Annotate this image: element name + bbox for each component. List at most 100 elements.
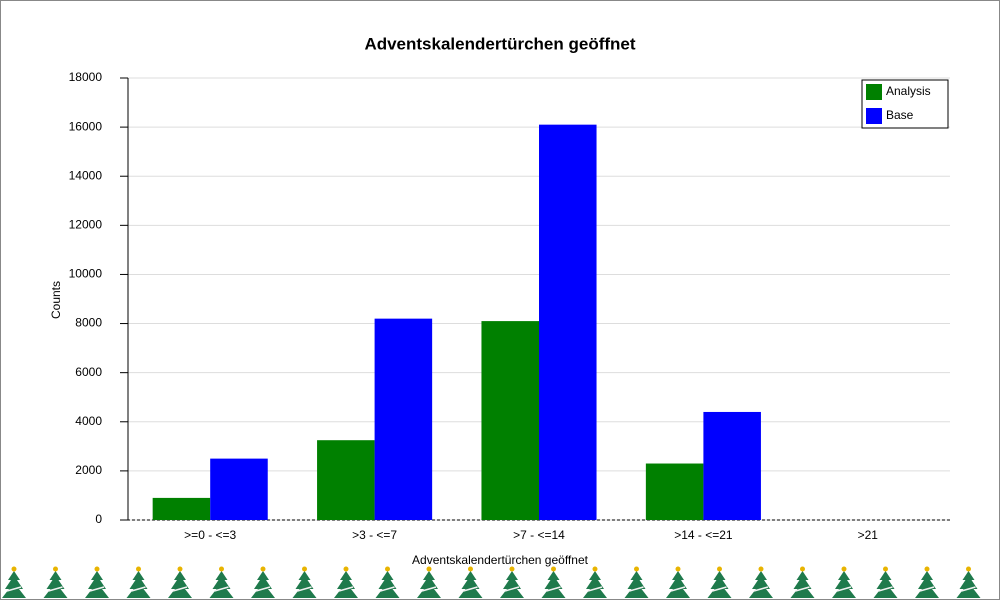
tree-star <box>758 566 764 572</box>
tree-garland <box>878 586 893 592</box>
tree-garland <box>629 586 644 592</box>
tree-garland <box>795 586 810 592</box>
legend-swatch <box>866 84 882 100</box>
tree-star <box>343 566 349 572</box>
tree-star <box>966 566 971 572</box>
tree-decoration <box>624 566 649 598</box>
tree-decoration <box>583 566 607 598</box>
bar <box>703 411 761 520</box>
x-tick-label: >21 <box>858 528 879 542</box>
y-tick-label: 8000 <box>75 316 102 330</box>
y-tick-label: 14000 <box>69 168 103 182</box>
tree-decoration <box>85 566 109 598</box>
tree-star <box>177 566 183 572</box>
legend-label: Analysis <box>886 84 931 98</box>
tree-star <box>592 566 598 572</box>
y-axis-label: Counts <box>49 281 63 319</box>
bar <box>317 440 375 520</box>
tree-decoration <box>458 566 483 598</box>
tree-garland <box>255 586 271 592</box>
tree-star <box>53 566 58 572</box>
tree-garland <box>131 586 146 592</box>
x-axis-label: Adventskalendertürchen geöffnet <box>412 553 589 567</box>
tree-star <box>800 566 805 572</box>
tree-star <box>924 566 930 572</box>
tree-garland <box>421 586 437 592</box>
tree-star <box>468 566 473 572</box>
tree-garland <box>338 586 354 592</box>
tree-garland <box>712 586 727 592</box>
tree-star <box>509 566 515 572</box>
tree-star <box>260 566 266 572</box>
tree-decoration <box>707 566 732 598</box>
tree-decoration <box>500 566 524 598</box>
y-tick-label: 0 <box>95 512 102 526</box>
chart-title: Adventskalendertürchen geöffnet <box>364 34 635 53</box>
tree-decoration <box>790 566 815 598</box>
tree-star <box>841 566 847 572</box>
tree-garland <box>961 586 976 592</box>
tree-decoration <box>417 566 441 598</box>
y-tick-label: 12000 <box>69 218 103 232</box>
tree-decoration <box>541 566 566 598</box>
tree-star <box>883 566 888 572</box>
tree-decoration <box>209 566 234 598</box>
bar <box>645 463 704 520</box>
legend-swatch <box>866 108 882 124</box>
tree-star <box>426 566 432 572</box>
tree-star <box>634 566 639 572</box>
bar <box>374 318 433 520</box>
tree-decoration <box>749 566 773 598</box>
tree-garland <box>172 586 188 592</box>
x-tick-label: >14 - <=21 <box>674 528 733 542</box>
tree-decoration <box>956 566 981 598</box>
tree-star <box>219 566 224 572</box>
tree-decoration <box>251 566 275 598</box>
tree-decoration <box>43 566 68 598</box>
x-tick-label: >=0 - <=3 <box>184 528 236 542</box>
tree-decoration <box>375 566 400 598</box>
tree-star <box>717 566 722 572</box>
tree-garland <box>463 586 478 592</box>
tree-garland <box>380 586 395 592</box>
tree-garland <box>546 586 561 592</box>
tree-garland <box>587 586 603 592</box>
tree-garland <box>919 586 935 592</box>
tree-star <box>385 566 390 572</box>
tree-decoration <box>168 566 192 598</box>
tree-garland <box>48 586 63 592</box>
tree-star <box>136 566 141 572</box>
x-tick-label: >3 - <=7 <box>352 528 397 542</box>
bar <box>539 124 597 521</box>
tree-decoration <box>873 566 898 598</box>
tree-decoration <box>832 566 856 598</box>
y-tick-label: 6000 <box>75 365 102 379</box>
legend-label: Base <box>886 108 914 122</box>
x-tick-label: >7 - <=14 <box>513 528 565 542</box>
tree-garland <box>670 586 686 592</box>
tree-decoration <box>334 566 358 598</box>
tree-garland <box>297 586 312 592</box>
tree-garland <box>836 586 852 592</box>
tree-garland <box>6 586 22 592</box>
y-tick-label: 10000 <box>69 267 103 281</box>
bar <box>481 321 539 520</box>
y-tick-label: 16000 <box>69 119 103 133</box>
y-tick-label: 4000 <box>75 414 102 428</box>
tree-star <box>302 566 307 572</box>
tree-garland <box>504 586 520 592</box>
tree-garland <box>753 586 769 592</box>
bar <box>210 458 268 520</box>
tree-decoration <box>292 566 317 598</box>
tree-decoration <box>915 566 939 598</box>
tree-garland <box>89 586 105 592</box>
y-tick-label: 18000 <box>69 70 103 84</box>
tree-star <box>675 566 681 572</box>
tree-garland <box>214 586 229 592</box>
tree-star <box>551 566 556 572</box>
tree-decoration <box>126 566 151 598</box>
tree-star <box>11 566 17 572</box>
tree-decoration <box>2 566 26 598</box>
